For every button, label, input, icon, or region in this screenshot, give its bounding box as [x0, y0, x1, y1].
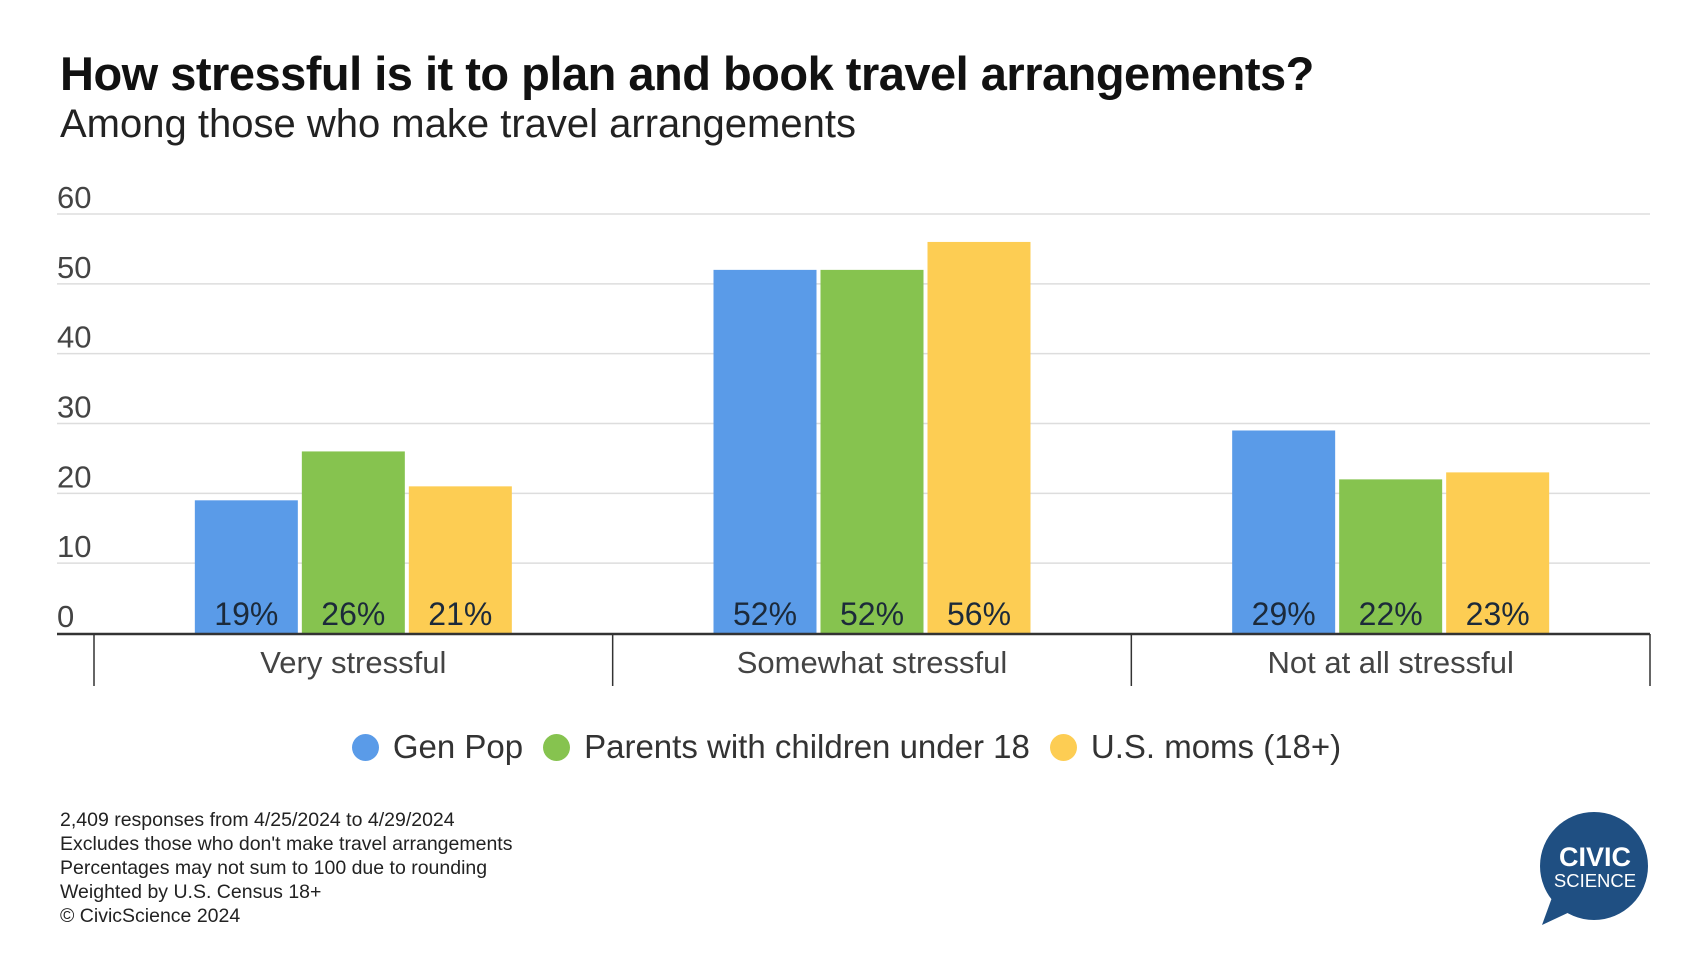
bar-label-1-1: 52% [840, 596, 904, 632]
bar-label-2-1: 22% [1359, 596, 1423, 632]
civicscience-logo: CIVIC SCIENCE [1540, 812, 1648, 925]
footnote-excludes: Excludes those who don't make travel arr… [60, 833, 513, 855]
y-tick-50: 50 [57, 250, 91, 285]
bar-labels: 19% 26% 21% 52% 52% 56% 29% 22% 23% [214, 596, 1529, 632]
y-tick-10: 10 [57, 529, 91, 564]
footnote-responses: 2,409 responses from 4/25/2024 to 4/29/2… [60, 809, 455, 831]
footnote-copyright: © CivicScience 2024 [60, 905, 241, 927]
bar-label-0-0: 19% [214, 596, 278, 632]
logo-text-civic: CIVIC [1559, 842, 1631, 872]
category-label-0: Very stressful [260, 645, 446, 680]
legend-swatch-us-moms [1049, 733, 1077, 761]
bar-label-1-0: 52% [733, 596, 797, 632]
category-label-2: Not at all stressful [1267, 645, 1513, 680]
legend: Gen Pop Parents with children under 18 U… [0, 728, 1693, 766]
logo-text-science: SCIENCE [1554, 870, 1636, 891]
bar-label-2-2: 23% [1466, 596, 1530, 632]
bar-0-2 [408, 486, 512, 633]
chart-title: How stressful is it to plan and book tra… [60, 47, 1314, 100]
bar-label-0-1: 26% [321, 596, 385, 632]
footnotes: 2,409 responses from 4/25/2024 to 4/29/2… [60, 808, 512, 928]
bar-1-1 [820, 269, 924, 633]
bar-chart: 0 10 20 30 40 50 60 19% 26% 21% 52% 52% 56% 29% 22% 23… [57, 180, 1651, 686]
y-tick-30: 30 [57, 390, 91, 425]
bar-2-0 [1232, 430, 1336, 633]
category-labels: Very stressful Somewhat stressful Not at a… [260, 645, 1514, 680]
legend-item-gen-pop[interactable]: Gen Pop [351, 728, 524, 766]
bars [194, 241, 1550, 633]
footnote-weighted: Weighted by U.S. Census 18+ [60, 881, 322, 903]
bar-2-2 [1446, 472, 1550, 633]
legend-label-us-moms: U.S. moms (18+) [1090, 728, 1342, 765]
legend-item-us-moms[interactable]: U.S. moms (18+) [1049, 728, 1342, 766]
bar-2-1 [1339, 479, 1443, 633]
y-tick-60: 60 [57, 180, 91, 215]
legend-label-parents: Parents with children under 18 [584, 728, 1030, 765]
category-label-1: Somewhat stressful [737, 645, 1008, 680]
bar-0-0 [194, 500, 298, 633]
bar-label-2-0: 29% [1252, 596, 1316, 632]
bar-0-1 [301, 451, 405, 633]
bar-1-0 [713, 269, 817, 633]
legend-swatch-gen-pop [351, 733, 379, 761]
footnote-rounding: Percentages may not sum to 100 due to ro… [60, 857, 488, 879]
bar-label-0-2: 21% [428, 596, 492, 632]
y-tick-20: 20 [57, 459, 91, 494]
bar-1-2 [927, 241, 1031, 633]
y-axis-ticks: 0 10 20 30 40 50 60 [57, 180, 91, 634]
legend-label-gen-pop: Gen Pop [392, 728, 524, 765]
legend-swatch-parents [543, 733, 571, 761]
y-tick-40: 40 [57, 320, 91, 355]
chart-subtitle: Among those who make travel arrangements [60, 102, 856, 146]
legend-item-parents[interactable]: Parents with children under 18 [543, 728, 1030, 766]
x-axis [57, 632, 1651, 686]
y-tick-0: 0 [57, 599, 74, 634]
bar-label-1-2: 56% [947, 596, 1011, 632]
